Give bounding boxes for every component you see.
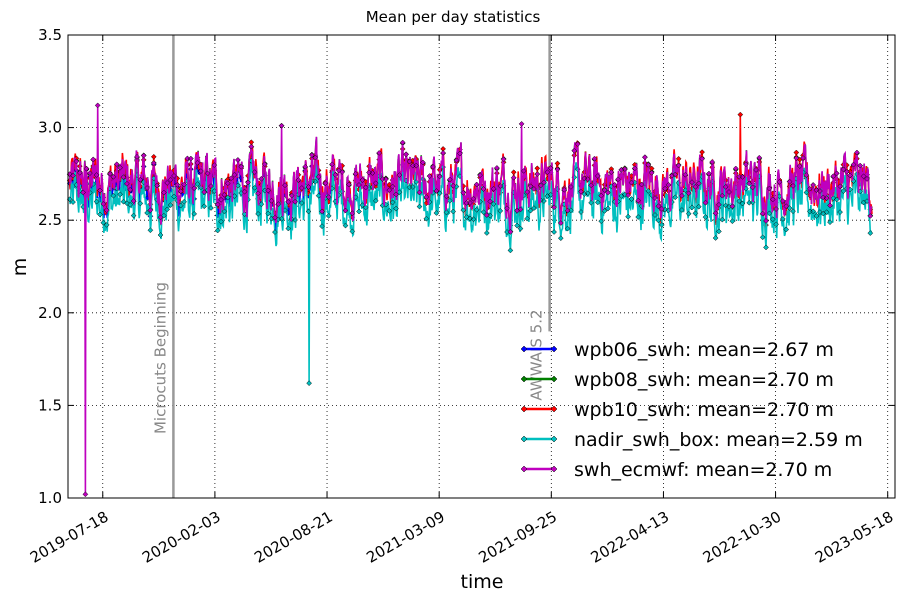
y-tick-label: 1.0 [38, 489, 62, 507]
series-markers-4 [66, 102, 874, 498]
chart-title: Mean per day statistics [366, 8, 541, 26]
y-axis: 1.0 1.5 2.0 2.5 3.0 3.5 [38, 26, 895, 507]
legend-label: swh_ecmwf: mean=2.70 m [574, 459, 832, 481]
x-tick-label: 2023-05-18 [812, 508, 897, 567]
series-line-4 [68, 105, 873, 495]
plot-frame [67, 34, 896, 499]
x-tick-label: 2022-10-30 [700, 508, 785, 567]
legend-label: wpb06_swh: mean=2.67 m [574, 339, 834, 361]
x-tick-label: 2021-09-25 [476, 508, 561, 567]
legend-swatch-marker [520, 375, 528, 383]
series-lines [66, 102, 874, 498]
y-tick-label: 3.5 [38, 26, 62, 44]
legend-swatch-marker [520, 435, 528, 443]
x-tick-label: 2022-04-13 [588, 508, 673, 567]
series-line-3 [68, 160, 873, 384]
legend-label: nadir_swh_box: mean=2.59 m [574, 429, 863, 451]
legend-swatch-marker [520, 465, 528, 473]
legend-label: wpb10_swh: mean=2.70 m [574, 399, 834, 421]
x-tick-label: 2020-08-21 [251, 508, 336, 567]
annotations: Microcuts Beginning AWWAIS 5.2 [151, 35, 551, 498]
legend-swatch-marker [550, 405, 558, 413]
legend-label: wpb08_swh: mean=2.70 m [574, 369, 834, 391]
legend-swatch-marker [520, 405, 528, 413]
y-tick-label: 3.0 [38, 119, 62, 137]
y-tick-label: 2.0 [38, 304, 62, 322]
legend-swatch-marker [550, 435, 558, 443]
y-axis-label: m [9, 258, 31, 277]
annotation-label: Microcuts Beginning [151, 282, 169, 434]
y-tick-label: 1.5 [38, 396, 62, 414]
annotation-label: AWWAIS 5.2 [528, 309, 546, 400]
legend-swatch-marker [550, 375, 558, 383]
y-tick-label: 2.5 [38, 211, 62, 229]
x-tick-label: 2021-03-09 [363, 508, 448, 567]
x-tick-label: 2020-02-03 [139, 508, 224, 567]
legend-swatch-marker [520, 345, 528, 353]
x-axis-label: time [461, 571, 504, 593]
x-tick-label: 2019-07-18 [27, 508, 112, 567]
legend-swatch-marker [550, 345, 558, 353]
legend-swatch-marker [550, 465, 558, 473]
legend: wpb06_swh: mean=2.67 m wpb08_swh: mean=2.… [520, 339, 863, 481]
